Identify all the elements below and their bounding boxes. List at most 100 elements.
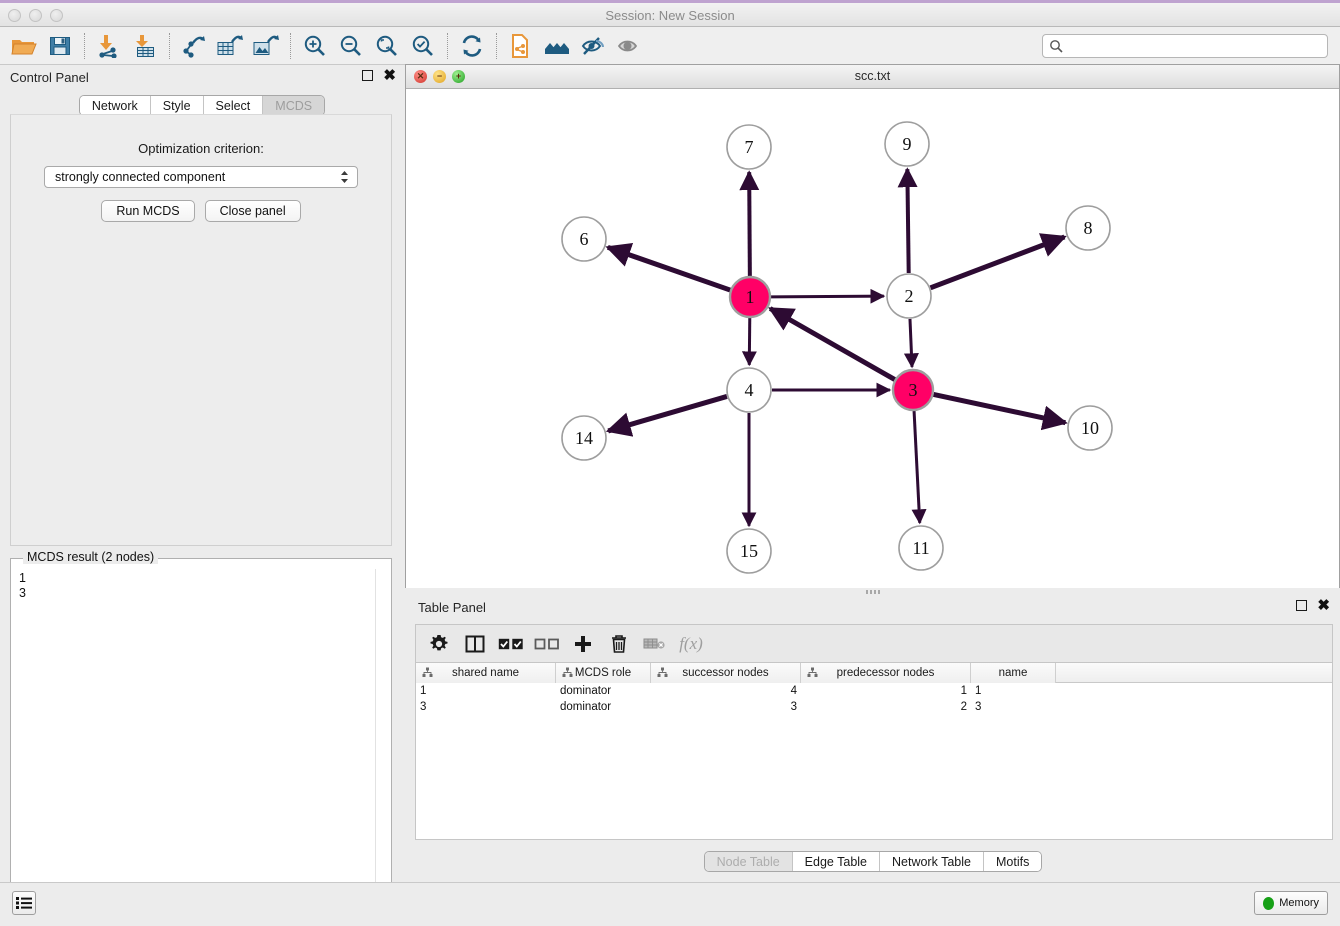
- table-column-header[interactable]: predecessor nodes: [801, 663, 971, 683]
- zoom-selected-icon[interactable]: [405, 29, 441, 63]
- export-table-icon[interactable]: [212, 29, 248, 63]
- memory-status-button[interactable]: Memory: [1254, 891, 1328, 915]
- destroy-network-icon[interactable]: [539, 29, 575, 63]
- graph-edge[interactable]: [605, 242, 731, 293]
- tab-style[interactable]: Style: [150, 96, 204, 115]
- window-close-button[interactable]: [8, 9, 21, 22]
- node-circle[interactable]: [726, 124, 772, 170]
- table-column-header[interactable]: shared name: [416, 663, 556, 683]
- graph-edge[interactable]: [605, 394, 728, 437]
- graph-node-14[interactable]: 14: [561, 415, 607, 461]
- split-columns-icon[interactable]: [462, 631, 488, 657]
- window-minimize-button[interactable]: [29, 9, 42, 22]
- window-zoom-button[interactable]: [50, 9, 63, 22]
- tab-network[interactable]: Network: [79, 96, 151, 115]
- tab-edge-table[interactable]: Edge Table: [792, 852, 880, 871]
- table-cell[interactable]: 1: [420, 685, 427, 697]
- graph-node-8[interactable]: 8: [1065, 205, 1111, 251]
- graph-node-9[interactable]: 9: [884, 121, 930, 167]
- node-circle[interactable]: [726, 367, 772, 413]
- graph-node-2[interactable]: 2: [886, 273, 932, 319]
- refresh-icon[interactable]: [454, 29, 490, 63]
- node-circle[interactable]: [891, 368, 935, 412]
- deselect-all-checkboxes-icon[interactable]: [534, 631, 560, 657]
- table-row[interactable]: 1 dominator 4 1 1: [416, 683, 1332, 699]
- settings-gear-icon[interactable]: [426, 631, 452, 657]
- table-column-header[interactable]: successor nodes: [651, 663, 801, 683]
- import-table-icon[interactable]: [127, 29, 163, 63]
- tab-node-table[interactable]: Node Table: [704, 852, 793, 871]
- node-circle[interactable]: [561, 216, 607, 262]
- network-window-maximize-button[interactable]: +: [452, 70, 465, 83]
- node-circle[interactable]: [898, 525, 944, 571]
- export-image-icon[interactable]: [248, 29, 284, 63]
- search-input[interactable]: [1042, 33, 1328, 58]
- table-cell[interactable]: 3: [420, 701, 427, 713]
- tab-motifs[interactable]: Motifs: [983, 852, 1042, 871]
- node-circle[interactable]: [561, 415, 607, 461]
- zoom-in-icon[interactable]: [297, 29, 333, 63]
- table-cell[interactable]: 1: [960, 685, 967, 697]
- delete-column-trash-icon[interactable]: [606, 631, 632, 657]
- close-panel-button[interactable]: Close panel: [204, 200, 301, 222]
- export-network-icon[interactable]: [176, 29, 212, 63]
- graph-node-7[interactable]: 7: [726, 124, 772, 170]
- table-row[interactable]: 3 dominator 3 2 3: [416, 699, 1332, 715]
- mcds-result-list[interactable]: 1 3: [17, 569, 373, 926]
- graph-edge[interactable]: [929, 233, 1067, 291]
- table-cell[interactable]: 1: [975, 685, 982, 697]
- network-graph[interactable]: 7 9 6 8 1 2 4 3 14 10 15 11: [406, 89, 1339, 593]
- network-table-splitter[interactable]: [405, 588, 1340, 596]
- run-mcds-button[interactable]: Run MCDS: [101, 200, 195, 222]
- table-column-header[interactable]: MCDS role: [556, 663, 651, 683]
- new-network-icon[interactable]: [503, 29, 539, 63]
- node-circle[interactable]: [1067, 405, 1113, 451]
- network-canvas[interactable]: 7 9 6 8 1 2 4 3 14 10 15 11: [406, 89, 1339, 593]
- graph-edge[interactable]: [911, 410, 927, 525]
- graph-edge[interactable]: [770, 288, 886, 304]
- graph-node-15[interactable]: 15: [726, 528, 772, 574]
- graph-edge[interactable]: [897, 167, 918, 274]
- control-panel-close-icon[interactable]: ✖: [383, 67, 396, 84]
- table-column-header[interactable]: name: [971, 663, 1056, 683]
- node-table[interactable]: shared name MCDS role successor nodes prede…: [415, 662, 1333, 840]
- graph-node-3[interactable]: 3: [891, 368, 935, 412]
- mcds-result-scrollbar[interactable]: [375, 569, 390, 926]
- graph-edge[interactable]: [739, 170, 760, 277]
- graph-edge[interactable]: [933, 391, 1068, 431]
- node-circle[interactable]: [884, 121, 930, 167]
- table-cell[interactable]: 3: [975, 701, 982, 713]
- graph-node-11[interactable]: 11: [898, 525, 944, 571]
- graph-node-1[interactable]: 1: [728, 275, 772, 319]
- table-panel-close-icon[interactable]: ✖: [1317, 597, 1330, 614]
- hide-selected-icon[interactable]: [575, 29, 611, 63]
- select-all-checkboxes-icon[interactable]: [498, 631, 524, 657]
- node-circle[interactable]: [726, 528, 772, 574]
- tab-network-table[interactable]: Network Table: [880, 852, 984, 871]
- task-history-icon[interactable]: [12, 891, 36, 915]
- control-panel-float-button[interactable]: [362, 70, 374, 81]
- graph-edge[interactable]: [741, 317, 757, 367]
- node-circle[interactable]: [728, 275, 772, 319]
- table-cell[interactable]: 2: [960, 701, 967, 713]
- optimization-criterion-select[interactable]: strongly connected component: [44, 166, 358, 188]
- table-panel-float-button[interactable]: [1296, 600, 1308, 611]
- network-window-close-button[interactable]: ✕: [414, 70, 427, 83]
- graph-edge[interactable]: [767, 306, 896, 382]
- table-cell[interactable]: 4: [790, 685, 797, 697]
- show-all-icon[interactable]: [611, 29, 647, 63]
- save-icon[interactable]: [42, 29, 78, 63]
- graph-node-6[interactable]: 6: [561, 216, 607, 262]
- graph-node-10[interactable]: 10: [1067, 405, 1113, 451]
- add-column-icon[interactable]: [570, 631, 596, 657]
- zoom-out-icon[interactable]: [333, 29, 369, 63]
- open-folder-icon[interactable]: [6, 29, 42, 63]
- table-cell[interactable]: dominator: [560, 685, 612, 697]
- zoom-fit-icon[interactable]: [369, 29, 405, 63]
- graph-node-4[interactable]: 4: [726, 367, 772, 413]
- table-cell[interactable]: 3: [790, 701, 797, 713]
- import-network-icon[interactable]: [91, 29, 127, 63]
- graph-edge[interactable]: [903, 318, 919, 369]
- tab-mcds[interactable]: MCDS: [263, 96, 325, 115]
- node-circle[interactable]: [886, 273, 932, 319]
